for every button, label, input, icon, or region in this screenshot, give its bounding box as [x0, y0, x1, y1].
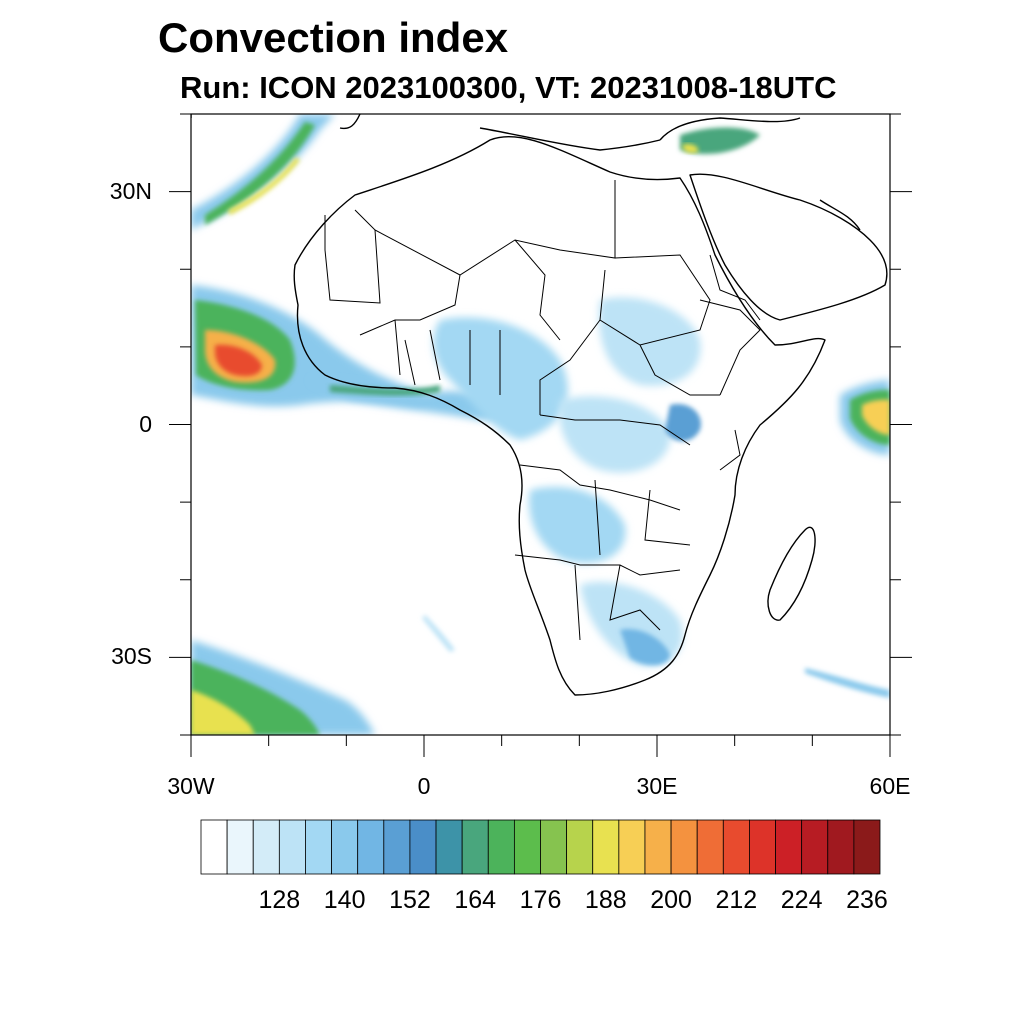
colorbar-swatch — [696, 819, 724, 875]
country-borders — [324, 180, 761, 641]
colorbar-label: 164 — [454, 886, 497, 914]
colorbar-swatch — [775, 819, 803, 875]
y-tick-label: 30N — [109, 177, 152, 204]
arabia-coastline — [689, 173, 888, 321]
x-tick-label: 30E — [636, 773, 678, 799]
field-southern-africa — [529, 486, 626, 564]
africa-coastline — [293, 135, 826, 696]
colorbar-swatch — [618, 819, 646, 875]
colorbar-swatch — [540, 819, 568, 875]
colorbar-label: 212 — [715, 886, 758, 914]
colorbar-swatch — [461, 819, 489, 875]
colorbar-swatch — [435, 819, 463, 875]
colorbar-swatch — [749, 819, 776, 875]
coastlines — [191, 114, 888, 696]
colorbar-swatch — [592, 819, 620, 875]
mediterranean-coast — [479, 117, 801, 151]
colorbar-swatch — [252, 819, 280, 875]
x-tick-label: 60E — [869, 773, 911, 799]
colorbar-swatch — [827, 819, 855, 875]
colorbar-swatch — [644, 819, 672, 875]
colorbar-label: 128 — [258, 886, 301, 914]
colorbar-swatch — [383, 819, 411, 875]
y-tick-label: 0 — [139, 410, 152, 437]
chart-title: Convection index — [158, 14, 509, 61]
colorbar-swatch — [409, 819, 437, 875]
colorbar-swatch — [200, 819, 228, 875]
colorbar-swatch — [278, 819, 306, 875]
convection-field — [191, 114, 890, 735]
colorbar — [200, 819, 881, 875]
iberia-coastline — [191, 114, 361, 130]
persian-gulf — [819, 199, 861, 231]
colorbar-label: 188 — [584, 886, 627, 914]
madagascar-outline — [767, 526, 816, 621]
colorbar-swatch — [566, 819, 594, 875]
colorbar-swatch — [305, 819, 332, 875]
colorbar-label: 224 — [780, 886, 823, 914]
colorbar-label: 236 — [846, 886, 888, 914]
x-tick-label: 30W — [167, 773, 215, 799]
tick-marks — [169, 113, 912, 757]
colorbar-label: 200 — [650, 886, 692, 914]
chart-subtitle: Run: ICON 2023100300, VT: 20231008-18UTC — [180, 70, 837, 105]
colorbar-swatch — [357, 819, 385, 875]
colorbar-label: 176 — [519, 886, 562, 914]
colorbar-swatch — [801, 819, 829, 875]
colorbar-swatch — [487, 819, 515, 875]
colorbar-swatch — [226, 819, 254, 875]
colorbar-label: 152 — [389, 886, 431, 914]
colorbar-swatch — [513, 819, 541, 875]
y-tick-label: 30S — [111, 643, 152, 670]
x-tick-label: 0 — [417, 773, 431, 799]
colorbar-label: 140 — [323, 886, 366, 914]
colorbar-swatch — [853, 819, 881, 875]
colorbar-swatch — [670, 819, 698, 875]
field-central-africa — [433, 317, 568, 440]
colorbar-swatch — [331, 819, 359, 875]
colorbar-swatch — [722, 819, 750, 875]
